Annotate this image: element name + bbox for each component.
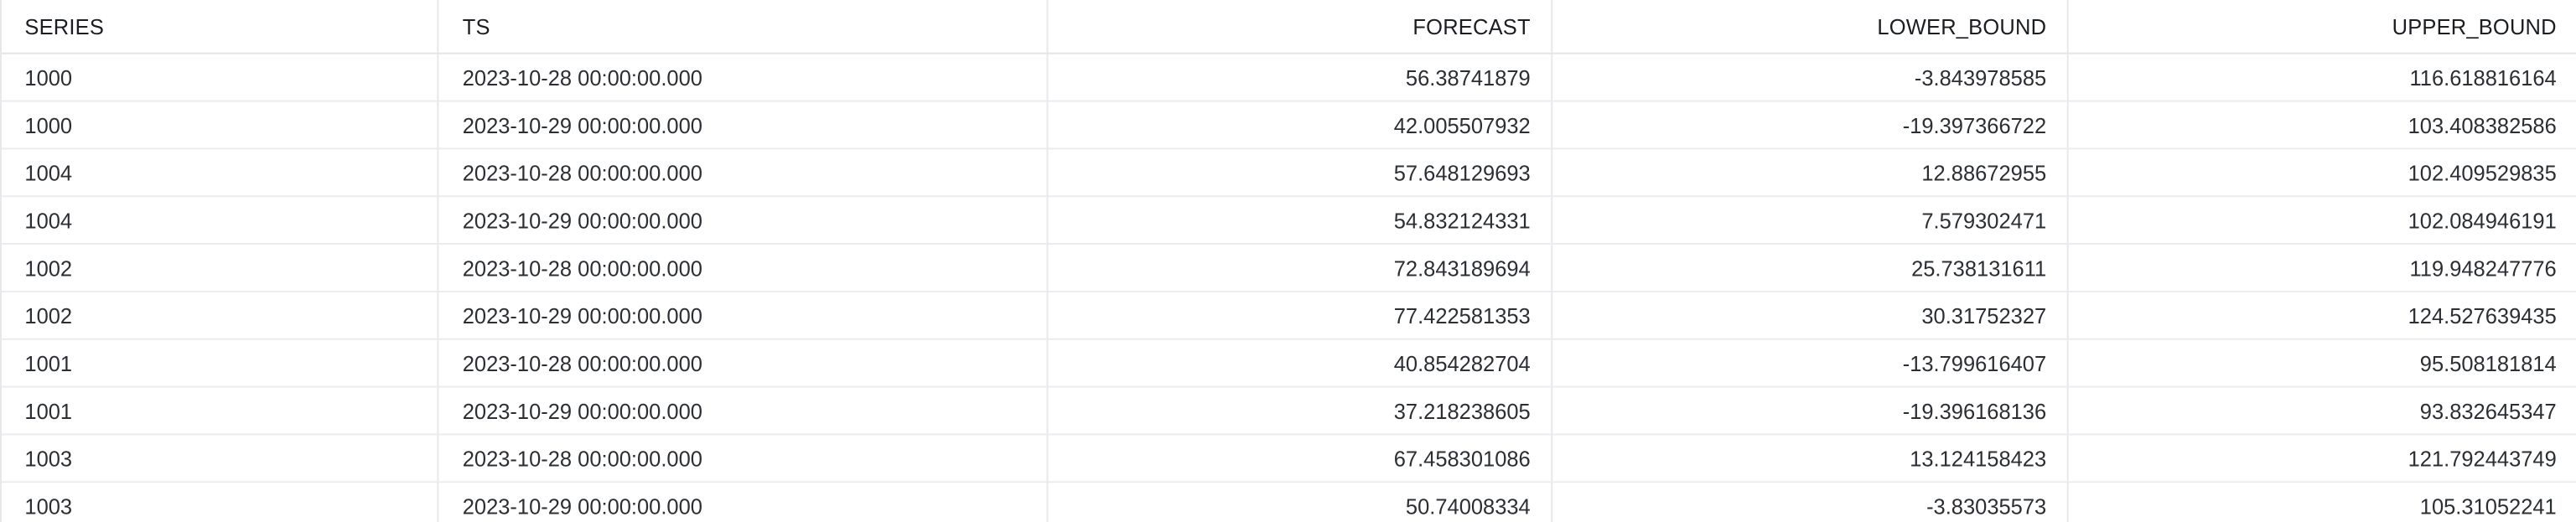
table-row[interactable]: 1000 2023-10-28 00:00:00.000 56.38741879 -3… [0, 53, 2576, 102]
cell-ts[interactable]: 2023-10-29 00:00:00.000 [437, 386, 1048, 436]
cell-series[interactable]: 1003 [0, 434, 438, 483]
cell-lower-bound[interactable]: -19.396168136 [1551, 386, 2068, 436]
cell-forecast[interactable]: 72.843189694 [1046, 244, 1552, 292]
cell-upper-bound[interactable]: 102.409529835 [2066, 148, 2576, 198]
cell-ts[interactable]: 2023-10-28 00:00:00.000 [437, 53, 1048, 102]
cell-forecast[interactable]: 67.458301086 [1046, 434, 1552, 483]
cell-upper-bound[interactable]: 124.527639435 [2066, 291, 2576, 340]
table-body: 1000 2023-10-28 00:00:00.000 56.38741879 -3… [0, 53, 2576, 522]
table-row[interactable]: 1003 2023-10-28 00:00:00.000 67.458301086 1… [0, 434, 2576, 483]
cell-upper-bound[interactable]: 105.31052241 [2066, 482, 2576, 522]
cell-forecast[interactable]: 42.005507932 [1046, 101, 1552, 150]
column-header-upper-bound[interactable]: UPPER_BOUND [2066, 0, 2576, 54]
cell-series[interactable]: 1001 [0, 386, 438, 436]
table-row[interactable]: 1002 2023-10-28 00:00:00.000 72.843189694 2… [0, 244, 2576, 292]
cell-ts[interactable]: 2023-10-28 00:00:00.000 [437, 244, 1048, 292]
cell-series[interactable]: 1002 [0, 291, 438, 340]
cell-forecast[interactable]: 40.854282704 [1046, 339, 1552, 388]
cell-lower-bound[interactable]: -19.397366722 [1551, 101, 2068, 150]
cell-lower-bound[interactable]: -3.83035573 [1551, 482, 2068, 522]
cell-ts[interactable]: 2023-10-29 00:00:00.000 [437, 482, 1048, 522]
cell-forecast[interactable]: 77.422581353 [1046, 291, 1552, 340]
cell-upper-bound[interactable]: 116.618816164 [2066, 53, 2576, 102]
cell-upper-bound[interactable]: 121.792443749 [2066, 434, 2576, 483]
table-row[interactable]: 1004 2023-10-29 00:00:00.000 54.832124331 7… [0, 196, 2576, 245]
cell-series[interactable]: 1003 [0, 482, 438, 522]
cell-lower-bound[interactable]: 12.88672955 [1551, 148, 2068, 198]
cell-lower-bound[interactable]: -3.843978585 [1551, 53, 2068, 102]
cell-ts[interactable]: 2023-10-28 00:00:00.000 [437, 434, 1048, 483]
cell-series[interactable]: 1004 [0, 196, 438, 245]
cell-upper-bound[interactable]: 103.408382586 [2066, 101, 2576, 150]
cell-ts[interactable]: 2023-10-28 00:00:00.000 [437, 148, 1048, 198]
cell-forecast[interactable]: 54.832124331 [1046, 196, 1552, 245]
grid-left-border [0, 0, 2, 522]
cell-series[interactable]: 1002 [0, 244, 438, 292]
column-header-ts[interactable]: TS [437, 0, 1048, 54]
cell-series[interactable]: 1001 [0, 339, 438, 388]
cell-upper-bound[interactable]: 102.084946191 [2066, 196, 2576, 245]
cell-lower-bound[interactable]: 30.31752327 [1551, 291, 2068, 340]
table-row[interactable]: 1004 2023-10-28 00:00:00.000 57.648129693 1… [0, 148, 2576, 198]
table-row[interactable]: 1001 2023-10-28 00:00:00.000 40.854282704-… [0, 339, 2576, 388]
column-header-series[interactable]: SERIES [0, 0, 438, 54]
table-row[interactable]: 1002 2023-10-29 00:00:00.000 77.422581353 3… [0, 291, 2576, 340]
column-header-lower-bound[interactable]: LOWER_BOUND [1551, 0, 2068, 54]
cell-series[interactable]: 1000 [0, 53, 438, 102]
column-header-forecast[interactable]: FORECAST [1046, 0, 1552, 54]
table-row[interactable]: 1001 2023-10-29 00:00:00.000 37.218238605-… [0, 386, 2576, 436]
cell-ts[interactable]: 2023-10-29 00:00:00.000 [437, 196, 1048, 245]
cell-series[interactable]: 1000 [0, 101, 438, 150]
cell-upper-bound[interactable]: 95.508181814 [2066, 339, 2576, 388]
table-row[interactable]: 1000 2023-10-29 00:00:00.000 42.005507932-… [0, 101, 2576, 150]
cell-lower-bound[interactable]: 7.579302471 [1551, 196, 2068, 245]
cell-lower-bound[interactable]: -13.799616407 [1551, 339, 2068, 388]
cell-lower-bound[interactable]: 13.124158423 [1551, 434, 2068, 483]
cell-forecast[interactable]: 50.74008334 [1046, 482, 1552, 522]
cell-ts[interactable]: 2023-10-29 00:00:00.000 [437, 101, 1048, 150]
cell-lower-bound[interactable]: 25.738131611 [1551, 244, 2068, 292]
cell-forecast[interactable]: 37.218238605 [1046, 386, 1552, 436]
cell-upper-bound[interactable]: 119.948247776 [2066, 244, 2576, 292]
header-row: SERIES TS FORECAST LOWER_BOUND UPPER_BOU… [0, 0, 2576, 54]
cell-forecast[interactable]: 57.648129693 [1046, 148, 1552, 198]
cell-ts[interactable]: 2023-10-28 00:00:00.000 [437, 339, 1048, 388]
cell-series[interactable]: 1004 [0, 148, 438, 198]
cell-ts[interactable]: 2023-10-29 00:00:00.000 [437, 291, 1048, 340]
cell-upper-bound[interactable]: 93.832645347 [2066, 386, 2576, 436]
cell-forecast[interactable]: 56.38741879 [1046, 53, 1552, 102]
table-row[interactable]: 1003 2023-10-29 00:00:00.000 50.74008334 -3… [0, 482, 2576, 522]
